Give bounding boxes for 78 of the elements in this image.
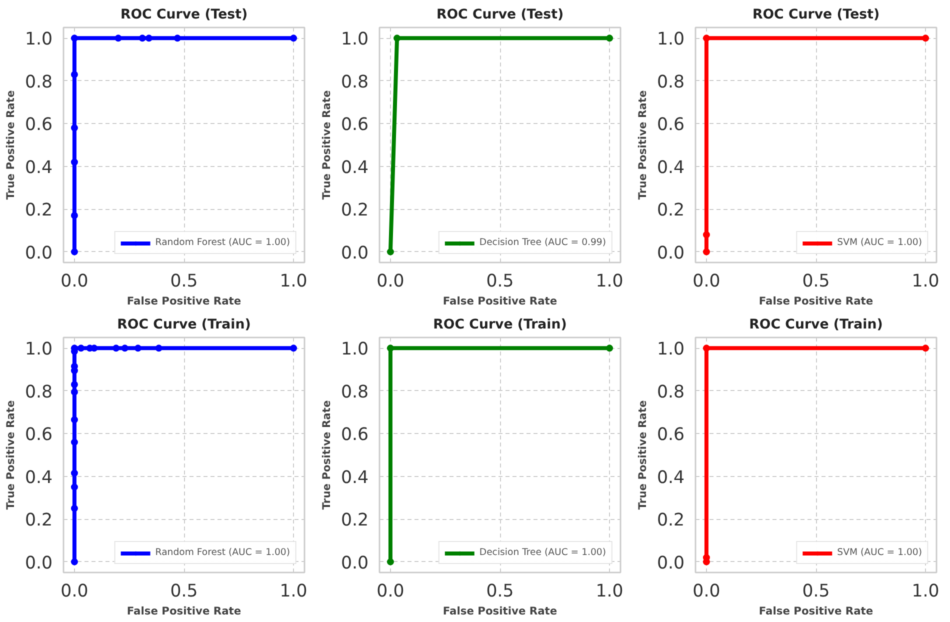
chart-title: ROC Curve (Test) [436, 8, 564, 22]
y-tick-label: 0.0 [340, 553, 369, 574]
y-tick-label: 1.0 [340, 30, 369, 50]
y-tick-label: 0.2 [340, 200, 369, 221]
x-tick-label: 0.5 [802, 272, 830, 292]
x-tick-label: 0.5 [170, 582, 198, 602]
x-axis-title: False Positive Rate [758, 294, 874, 308]
legend-label: Decision Tree (AUC = 0.99) [479, 237, 606, 248]
y-tick-label: 1.0 [24, 340, 53, 360]
y-tick-label: 0.4 [24, 468, 53, 488]
y-tick-label: 0.4 [340, 158, 369, 178]
x-tick-label: 1.0 [596, 272, 624, 292]
x-tick-label: 0.0 [376, 582, 404, 602]
x-tick-label: 0.5 [486, 272, 514, 292]
y-tick-label: 0.6 [24, 425, 53, 446]
y-tick-label: 0.8 [340, 72, 369, 92]
y-tick-label: 0.0 [24, 243, 53, 264]
y-tick-label: 0.2 [340, 510, 369, 531]
y-tick-label: 0.6 [340, 115, 369, 136]
x-axis-title: False Positive Rate [442, 604, 558, 618]
y-tick-label: 0.0 [656, 553, 685, 574]
x-tick-label: 0.5 [486, 582, 514, 602]
y-tick-label: 1.0 [24, 30, 53, 50]
y-tick-label: 0.2 [24, 510, 53, 531]
y-axis-title: True Positive Rate [636, 90, 649, 200]
y-tick-label: 1.0 [340, 340, 369, 360]
chart-title: ROC Curve (Test) [120, 8, 248, 22]
x-tick-label: 0.0 [692, 272, 720, 292]
y-tick-label: 0.8 [24, 72, 53, 92]
y-tick-label: 0.2 [24, 200, 53, 221]
y-tick-label: 0.6 [656, 425, 685, 446]
legend-label: SVM (AUC = 1.00) [837, 547, 922, 558]
x-tick-label: 0.0 [60, 582, 88, 602]
x-tick-label: 1.0 [280, 582, 308, 602]
y-tick-label: 1.0 [656, 340, 685, 360]
legend-label: SVM (AUC = 1.00) [837, 237, 922, 248]
legend-label: Random Forest (AUC = 1.00) [155, 547, 290, 558]
x-tick-label: 0.0 [376, 272, 404, 292]
y-tick-label: 0.8 [340, 382, 369, 402]
legend-label: Random Forest (AUC = 1.00) [155, 237, 290, 248]
x-tick-label: 1.0 [912, 582, 940, 602]
y-tick-label: 0.6 [340, 425, 369, 446]
y-tick-label: 0.0 [340, 243, 369, 264]
x-axis-title: False Positive Rate [126, 604, 242, 618]
chart-title: ROC Curve (Train) [117, 318, 251, 332]
x-tick-label: 1.0 [912, 272, 940, 292]
y-tick-label: 0.4 [24, 158, 53, 178]
x-axis-title: False Positive Rate [442, 294, 558, 308]
y-tick-label: 0.8 [24, 382, 53, 402]
y-axis-title: True Positive Rate [320, 400, 333, 510]
x-tick-label: 0.0 [60, 272, 88, 292]
chart-title: ROC Curve (Train) [433, 318, 567, 332]
y-tick-label: 0.2 [656, 510, 685, 531]
y-tick-label: 0.4 [656, 468, 685, 488]
x-axis-title: False Positive Rate [126, 294, 242, 308]
x-tick-label: 0.0 [692, 582, 720, 602]
y-tick-label: 0.6 [24, 115, 53, 136]
y-axis-title: True Positive Rate [320, 90, 333, 200]
y-axis-title: True Positive Rate [4, 90, 17, 200]
y-tick-label: 1.0 [656, 30, 685, 50]
y-tick-label: 0.6 [656, 115, 685, 136]
x-tick-label: 1.0 [596, 582, 624, 602]
chart-title: ROC Curve (Train) [749, 318, 883, 332]
y-tick-label: 0.4 [656, 158, 685, 178]
y-tick-label: 0.0 [656, 243, 685, 264]
y-tick-label: 0.2 [656, 200, 685, 221]
x-axis-title: False Positive Rate [758, 604, 874, 618]
y-tick-label: 0.8 [656, 382, 685, 402]
y-axis-title: True Positive Rate [636, 400, 649, 510]
y-axis-title: True Positive Rate [4, 400, 17, 510]
x-tick-label: 1.0 [280, 272, 308, 292]
chart-title: ROC Curve (Test) [752, 8, 880, 22]
x-tick-label: 0.5 [170, 272, 198, 292]
y-tick-label: 0.8 [656, 72, 685, 92]
legend-label: Decision Tree (AUC = 1.00) [479, 547, 606, 558]
x-tick-label: 0.5 [802, 582, 830, 602]
y-tick-label: 0.0 [24, 553, 53, 574]
y-tick-label: 0.4 [340, 468, 369, 488]
